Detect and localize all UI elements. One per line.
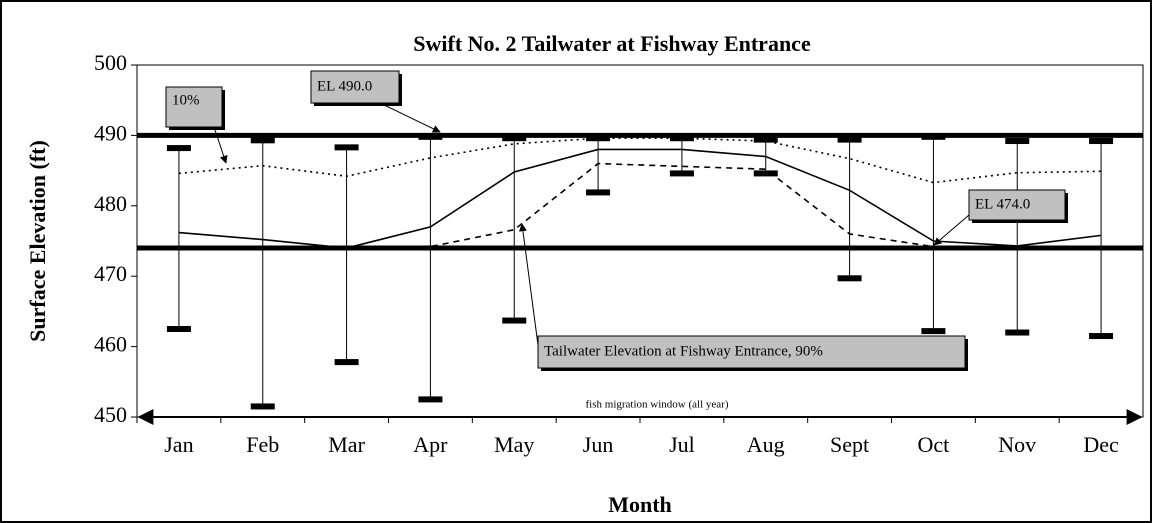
- high-cap: [1005, 138, 1030, 145]
- low-cap: [418, 396, 443, 403]
- annotation-box: [537, 335, 966, 369]
- series-line: [178, 162, 1102, 249]
- chart-title: Swift No. 2 Tailwater at Fishway Entranc…: [413, 31, 811, 56]
- high-cap: [921, 133, 946, 140]
- annotation-box: [968, 189, 1066, 221]
- x-tick-label: Feb: [246, 432, 279, 457]
- y-tick-label: 450: [94, 402, 127, 427]
- annotation-box: [165, 86, 223, 128]
- annotation-arrow: [213, 126, 228, 164]
- annotation-arrow: [379, 102, 441, 133]
- high-cap: [418, 133, 443, 140]
- low-cap: [502, 317, 527, 324]
- x-tick-label: Sept: [830, 432, 869, 457]
- high-cap: [586, 135, 611, 142]
- high-cap: [669, 135, 694, 142]
- annotation-text: fish migration window (all year): [586, 399, 729, 411]
- low-cap: [1089, 333, 1114, 340]
- annotation-box: [310, 70, 400, 104]
- annotation-text: Tailwater Elevation at Fishway Entrance,…: [544, 343, 823, 359]
- high-cap: [334, 144, 359, 151]
- low-cap: [921, 328, 946, 335]
- y-tick-label: 460: [94, 332, 127, 357]
- series-line: [178, 148, 1102, 249]
- low-cap: [669, 170, 694, 177]
- x-tick-label: Jun: [583, 432, 614, 457]
- y-tick-label: 470: [94, 261, 127, 286]
- x-tick-label: Apr: [413, 432, 448, 457]
- annotation-text: 10%: [172, 92, 200, 108]
- high-cap: [502, 135, 527, 142]
- x-tick-label: Dec: [1083, 432, 1119, 457]
- y-tick-label: 500: [94, 50, 127, 75]
- low-cap: [334, 359, 359, 366]
- x-tick-label: May: [494, 432, 534, 457]
- high-cap: [753, 136, 778, 143]
- annotation-text: EL 490.0: [317, 78, 372, 94]
- annotation-arrow: [518, 223, 539, 346]
- x-tick-label: Jan: [164, 432, 193, 457]
- x-tick-label: Mar: [328, 432, 365, 457]
- low-cap: [250, 403, 275, 410]
- annotation-text: EL 474.0: [975, 196, 1030, 212]
- low-cap: [753, 170, 778, 177]
- high-cap: [837, 136, 862, 143]
- x-tick-label: Aug: [747, 432, 785, 457]
- x-tick-label: Jul: [669, 432, 695, 457]
- high-cap: [166, 145, 191, 152]
- x-tick-label: Oct: [918, 432, 950, 457]
- low-cap: [837, 275, 862, 282]
- high-cap: [250, 137, 275, 144]
- high-cap: [1089, 138, 1114, 145]
- low-cap: [1005, 329, 1030, 336]
- y-tick-label: 490: [94, 120, 127, 145]
- y-tick-label: 480: [94, 191, 127, 216]
- low-cap: [586, 189, 611, 196]
- x-axis-label: Month: [608, 492, 672, 517]
- annotation-arrow: [933, 214, 970, 246]
- x-tick-label: Nov: [998, 432, 1036, 457]
- low-cap: [166, 326, 191, 332]
- y-axis-label: Surface Elevation (ft): [25, 140, 50, 342]
